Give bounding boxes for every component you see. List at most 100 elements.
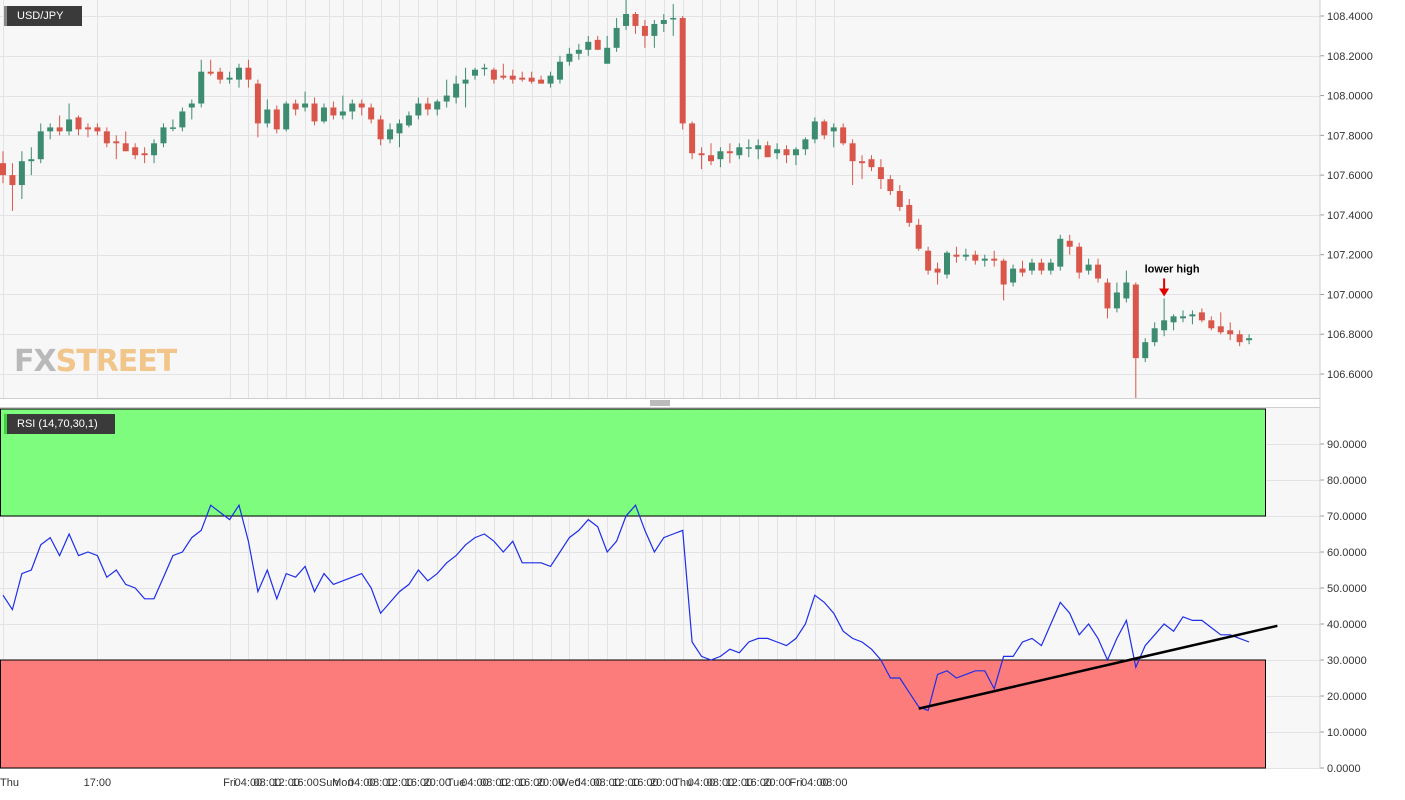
price-y-tick-label: 107.4000 [1327,210,1373,222]
candle [188,99,195,120]
candle [1113,282,1120,313]
candle-body [802,139,809,150]
candle-body [28,159,35,162]
candle-body [443,95,450,102]
candle-body [641,25,648,36]
x-tick-label: 20:00 [537,777,565,789]
candle-body [396,123,403,134]
candle [1019,260,1026,277]
candle-body [37,131,44,160]
candle [141,147,148,164]
candle [1132,282,1139,398]
candle [1066,234,1073,255]
candle-body [358,103,365,108]
candle [198,59,205,108]
candle-body [377,119,384,140]
candle-body [774,149,781,154]
candle-body [613,27,620,48]
rsi-line-group [2,503,1278,712]
candle-body [1189,314,1196,317]
symbol-badge[interactable]: USD/JPY [4,6,82,26]
candle [405,111,412,128]
candle [273,105,280,134]
candle-body [1170,316,1177,323]
panel-resize-handle[interactable] [650,400,670,406]
candle [519,71,526,82]
x-tick-label: 12:00 [272,777,300,789]
candle-body [887,179,894,192]
candle-body [1000,260,1007,285]
candle-body [736,147,743,156]
candle-body [330,107,337,116]
candle-body [462,79,469,84]
candle-body [160,127,167,144]
candle [1057,234,1064,271]
candle-body [1236,334,1243,343]
x-tick-label: 04:00 [348,777,376,789]
candle-body [519,77,526,80]
candle-body [1142,342,1149,359]
candle-body [849,143,856,162]
x-tick-label: 20:00 [650,777,678,789]
price-y-tick-label: 108.0000 [1327,91,1373,103]
candle-body [1028,262,1035,271]
rsi-zones [0,408,1266,769]
candle [802,137,809,156]
candle-body [75,117,82,130]
candle [37,123,44,164]
candle-body [1198,312,1205,321]
candle-body [925,250,932,271]
x-tick-label: 08:00 [480,777,508,789]
candle-body [1085,264,1092,271]
candle-body [103,131,110,144]
x-tick-label: 08:00 [367,777,395,789]
price-y-tick-label: 106.6000 [1327,369,1373,381]
rsi-y-tick-label: 40.0000 [1327,619,1367,631]
candle-body [47,127,54,132]
candle-body [0,163,6,176]
candle-body [1227,330,1234,335]
candle [1189,310,1196,325]
candle-body [1217,326,1224,333]
x-tick-label: 16:00 [405,777,433,789]
candle-body [56,127,63,132]
x-tick-label: Fri [790,777,803,789]
candle [236,63,242,88]
candle-body [594,39,601,50]
annotations: lower high [1145,263,1200,297]
candle-body [1246,338,1253,341]
candle-body [906,204,913,223]
price-y-tick-label: 108.2000 [1327,51,1373,63]
rsi-y-tick-label: 10.0000 [1327,727,1367,739]
overbought-zone [0,408,1266,517]
candle-body [538,79,545,84]
candle [226,71,233,84]
candle [1246,334,1253,345]
candle-body [188,103,195,108]
candle [500,63,507,80]
candle-body [689,123,696,154]
candle [585,35,592,56]
candle-body [1180,316,1186,319]
candle-body [453,83,460,98]
candle [358,99,365,116]
candle [75,115,82,136]
candle-body [94,127,101,132]
rsi-line [2,503,1250,712]
candle [66,103,73,136]
rsi-y-tick-label: 90.0000 [1327,439,1367,451]
candle [424,97,431,116]
candle [415,97,422,120]
rsi-indicator-badge[interactable]: RSI (14,70,30,1) [4,414,115,434]
candle [774,143,781,160]
x-tick-label: Tue [447,777,466,789]
candle [56,115,63,136]
candle-body [632,14,639,26]
candle-body [764,145,771,158]
x-tick-label: Wed [558,777,580,789]
candle [651,19,658,48]
x-tick-label: 04:00 [235,777,263,789]
candle [377,115,384,146]
candle-body [660,19,667,24]
